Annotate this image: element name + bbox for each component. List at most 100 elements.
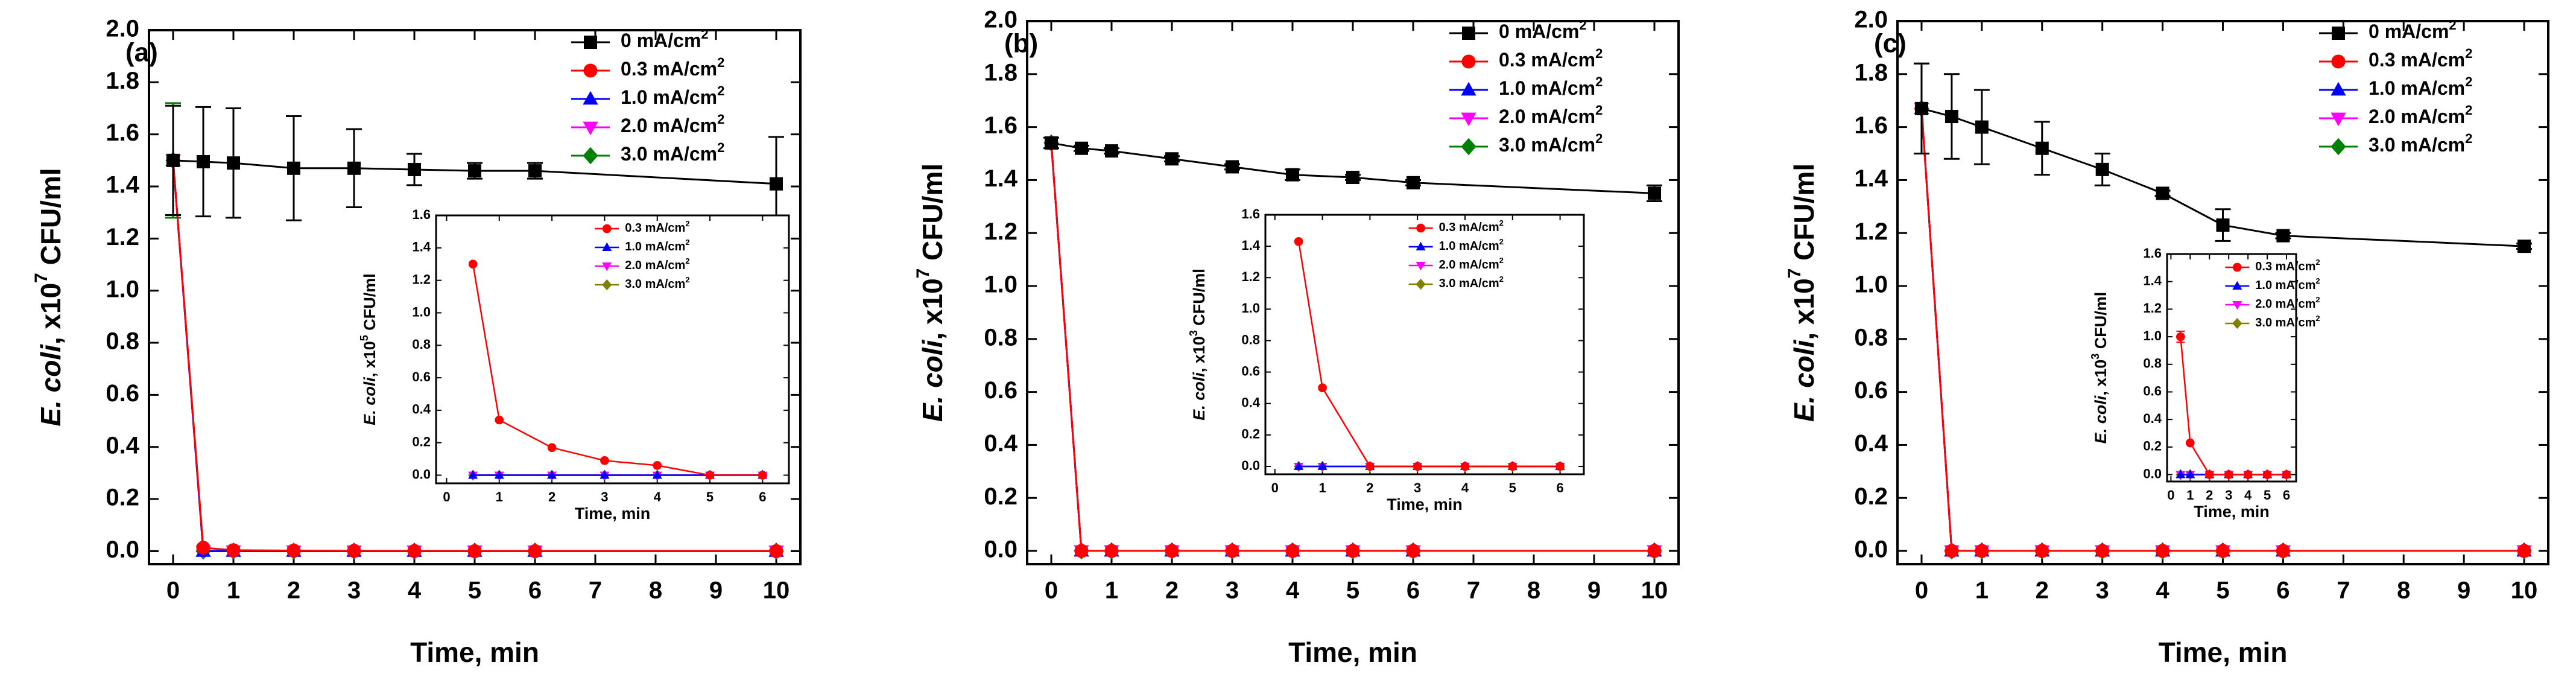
inset-data-point-s03 [758,471,767,480]
panel-label: (b) [1004,29,1038,59]
legend-label-text: 0 mA/cm [2369,21,2449,42]
inset-legend-label-text: 3.0 mA/cm [625,278,685,291]
inset-data-point-s03 [705,471,715,480]
y-tick-label: 1.6 [106,119,139,146]
data-point-s03 [2156,544,2170,558]
y-tick-label: 0.8 [1854,324,1888,351]
inset-legend-label: 3.0 mA/cm2 [625,275,689,291]
inset-y-tick-label: 0.6 [412,369,431,384]
x-tick-label: 10 [763,577,790,604]
inset-chart: 0 1 2 3 4 5 60.00.20.40.60.81.01.21.41.6Time, … [2089,246,2320,521]
legend-label-text: 1.0 mA/cm [621,86,717,108]
y-tick-label: 0.6 [106,380,139,407]
data-point-s03 [1406,544,1420,558]
inset-x-tick-label: 0 [1271,480,1279,495]
inset-legend-label-text: 2.0 mA/cm [625,259,685,272]
data-point-s0 [1226,160,1239,174]
inset-data-point-s03 [1508,462,1517,471]
data-point-s0 [1945,110,1958,124]
legend-label: 3.0 mA/cm2 [2369,131,2472,156]
y-tick-label: 0.2 [106,485,139,511]
inset-y-axis-title-unit: CFU/ml [2092,292,2110,354]
inset-y-axis-title-scale: , x10 [2092,360,2110,396]
inset-chart: 0 1 2 3 4 5 60.00.20.40.60.81.01.21.41.6Time, … [1188,206,1585,513]
data-point-s0 [1286,168,1299,182]
inset-y-tick-label: 0.6 [1241,363,1260,378]
inset-legend-label: 1.0 mA/cm2 [2255,276,2320,292]
legend-label-text: 0 mA/cm [621,30,701,51]
inset-data-point-s03 [600,456,609,465]
inset-y-tick-label: 0.0 [412,466,431,481]
inset-x-tick-label: 3 [1414,480,1421,495]
legend-label-sup: 2 [717,83,724,98]
legend-label-text: 0.3 mA/cm [621,58,717,80]
inset-data-point-s03 [2224,470,2233,479]
legend-label: 0 mA/cm2 [2369,17,2457,43]
legend-marker-s03 [2331,54,2346,69]
y-tick-label: 0.2 [984,483,1017,510]
inset-y-tick-label: 1.6 [1241,206,1260,221]
y-axis-title: E. coli, x107 CFU/ml [31,168,66,426]
inset-x-tick-label: 1 [2186,488,2194,503]
inset-data-point-s03 [2262,470,2272,479]
x-tick-label: 0 [166,577,180,604]
legend-label-text: 2.0 mA/cm [1499,106,1595,127]
y-axis-title-organism: E. coli [917,339,948,422]
data-point-s0 [770,177,783,191]
panel-label: (c) [1874,29,1907,59]
x-tick-label: 5 [2216,577,2229,604]
data-point-s03 [2215,544,2230,558]
data-point-s03 [1165,544,1179,558]
y-axis-title-organism: E. coli [1788,339,1820,422]
inset-legend-marker-s20 [602,262,612,272]
inset-legend-label: 3.0 mA/cm2 [1439,275,1504,290]
legend-label: 1.0 mA/cm2 [621,83,724,109]
y-tick-label: 1.6 [1854,112,1888,139]
inset-x-tick-label: 2 [2206,488,2213,503]
y-axis-title-exponent: 7 [913,269,933,279]
legend-label-text: 0.3 mA/cm [2369,49,2465,71]
y-tick-label: 2.0 [984,7,1017,33]
inset-y-axis-title: E. coli, x103 CFU/ml [1188,269,1208,421]
legend-marker-s10 [583,91,598,105]
inset-legend-label-sup: 2 [685,219,689,228]
data-point-s0 [1914,101,1928,115]
x-tick-label: 7 [1467,577,1480,604]
inset-legend-label-text: 3.0 mA/cm [2255,316,2315,329]
data-point-s0 [1045,136,1058,150]
inset-chart: 0 1 2 3 4 5 60.00.20.40.60.81.01.21.41.6Time, … [358,207,790,523]
inset-y-tick-label: 0.6 [2143,383,2162,398]
legend-marker-s0 [584,36,597,49]
data-point-s03 [2517,544,2531,558]
data-point-s03 [1104,544,1119,558]
x-tick-label: 0 [1045,577,1058,604]
legend-label: 3.0 mA/cm2 [1499,131,1603,156]
y-tick-label: 1.4 [106,172,139,199]
y-tick-label: 0.8 [106,328,139,355]
inset-legend-label-sup: 2 [685,256,689,265]
data-point-s03 [1975,544,1989,558]
legend-label: 1.0 mA/cm2 [1499,74,1603,100]
data-point-s0 [166,153,180,167]
inset-frame [435,214,790,485]
y-tick-label: 0.0 [1854,536,1888,563]
data-point-s03 [196,541,210,555]
inset-legend-label: 2.0 mA/cm2 [625,256,689,272]
legend-marker-s30 [583,147,598,165]
inset-legend-marker-s20 [1416,262,1426,271]
y-tick-label: 0.0 [984,536,1017,563]
inset-y-tick-label: 1.0 [412,304,431,319]
data-point-s0 [408,162,421,176]
inset-legend-label: 0.3 mA/cm2 [2255,258,2320,273]
inset-legend-label-sup: 2 [2315,276,2320,285]
x-tick-label: 4 [2156,577,2169,604]
inset-data-point-s10 [494,470,504,479]
data-point-s03 [528,544,542,558]
legend-label-sup: 2 [1595,131,1603,146]
inset-data-point-s03 [1318,383,1327,393]
inset-x-tick-label: 5 [2264,488,2271,503]
inset-data-point-s03 [2243,470,2253,479]
inset-data-point-s03 [547,443,557,453]
legend-marker-s03 [1461,54,1476,69]
inset-legend-label-sup: 2 [2315,314,2320,323]
